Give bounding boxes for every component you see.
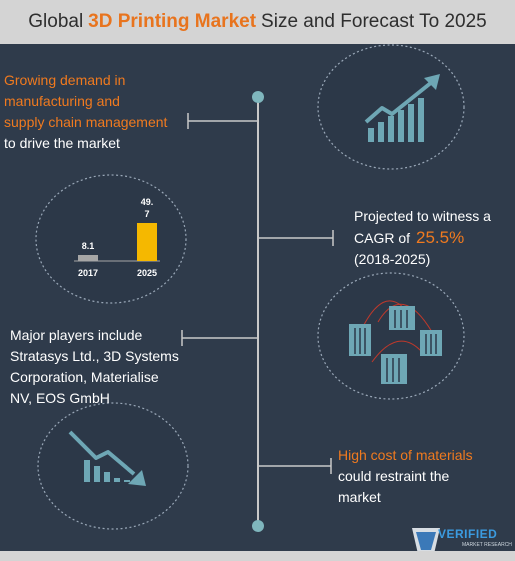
connector-driver [187, 113, 258, 129]
cagr-prefix: CAGR of [354, 230, 411, 246]
decline-chart-icon [68, 430, 146, 486]
title-bar: Global 3D Printing Market Size and Forec… [0, 0, 515, 44]
players-line-2: Stratasys Ltd., 3D Systems [10, 348, 179, 364]
bottom-bar [0, 551, 515, 561]
driver-line-3: supply chain management [4, 114, 168, 130]
restraint-line-1: High cost of materials [338, 447, 473, 463]
players-line-1: Major players include [10, 327, 143, 343]
driver-line-1: Growing demand in [4, 72, 126, 88]
cagr-line-3: (2018-2025) [354, 251, 431, 267]
decline-circle [37, 402, 189, 530]
bar-value-label: 8.1 [81, 240, 95, 251]
cagr-line-1: Projected to witness a [354, 208, 491, 224]
driver-line-2: manufacturing and [4, 93, 120, 109]
restraint-text: High cost of materials could restraint t… [338, 445, 473, 508]
connector-restraint [258, 458, 332, 474]
driver-line-4: to drive the market [4, 135, 120, 151]
cagr-text: Projected to witness a CAGR of 25.5% (201… [354, 206, 491, 270]
driver-text: Growing demand in manufacturing and supp… [4, 70, 167, 154]
year-label: 2025 [136, 268, 158, 278]
players-line-3: Corporation, Materialise [10, 369, 159, 385]
cagr-line-2: CAGR of 25.5% [354, 227, 491, 249]
players-text: Major players include Stratasys Ltd., 3D… [10, 325, 179, 409]
bar-2017 [78, 254, 98, 261]
buildings-icon [349, 300, 442, 384]
title-highlight: 3D Printing Market [88, 11, 257, 32]
timeline-top-dot [252, 91, 264, 103]
timeline-bottom-dot [252, 520, 264, 532]
bar-2025 [137, 223, 157, 261]
logo-mark-icon [412, 528, 440, 554]
buildings-circle [317, 272, 465, 400]
logo-subtitle: MARKET RESEARCH [462, 542, 512, 548]
bar-value-label: 49. 7 [140, 197, 154, 219]
growth-circle [317, 44, 465, 170]
connector-cagr [258, 230, 334, 246]
logo-name: VERIFIED [438, 527, 498, 541]
year-label: 2017 [77, 268, 99, 278]
connector-players [181, 330, 258, 346]
restraint-line-2: could restraint the [338, 468, 450, 484]
restraint-line-3: market [338, 489, 381, 505]
growth-chart-icon [364, 74, 440, 142]
cagr-value: 25.5% [416, 228, 465, 247]
players-line-4: NV, EOS GmbH [10, 390, 110, 406]
title-prefix: Global [28, 11, 84, 32]
title-suffix: Size and Forecast To 2025 [261, 11, 487, 32]
chart-circle [35, 174, 187, 304]
